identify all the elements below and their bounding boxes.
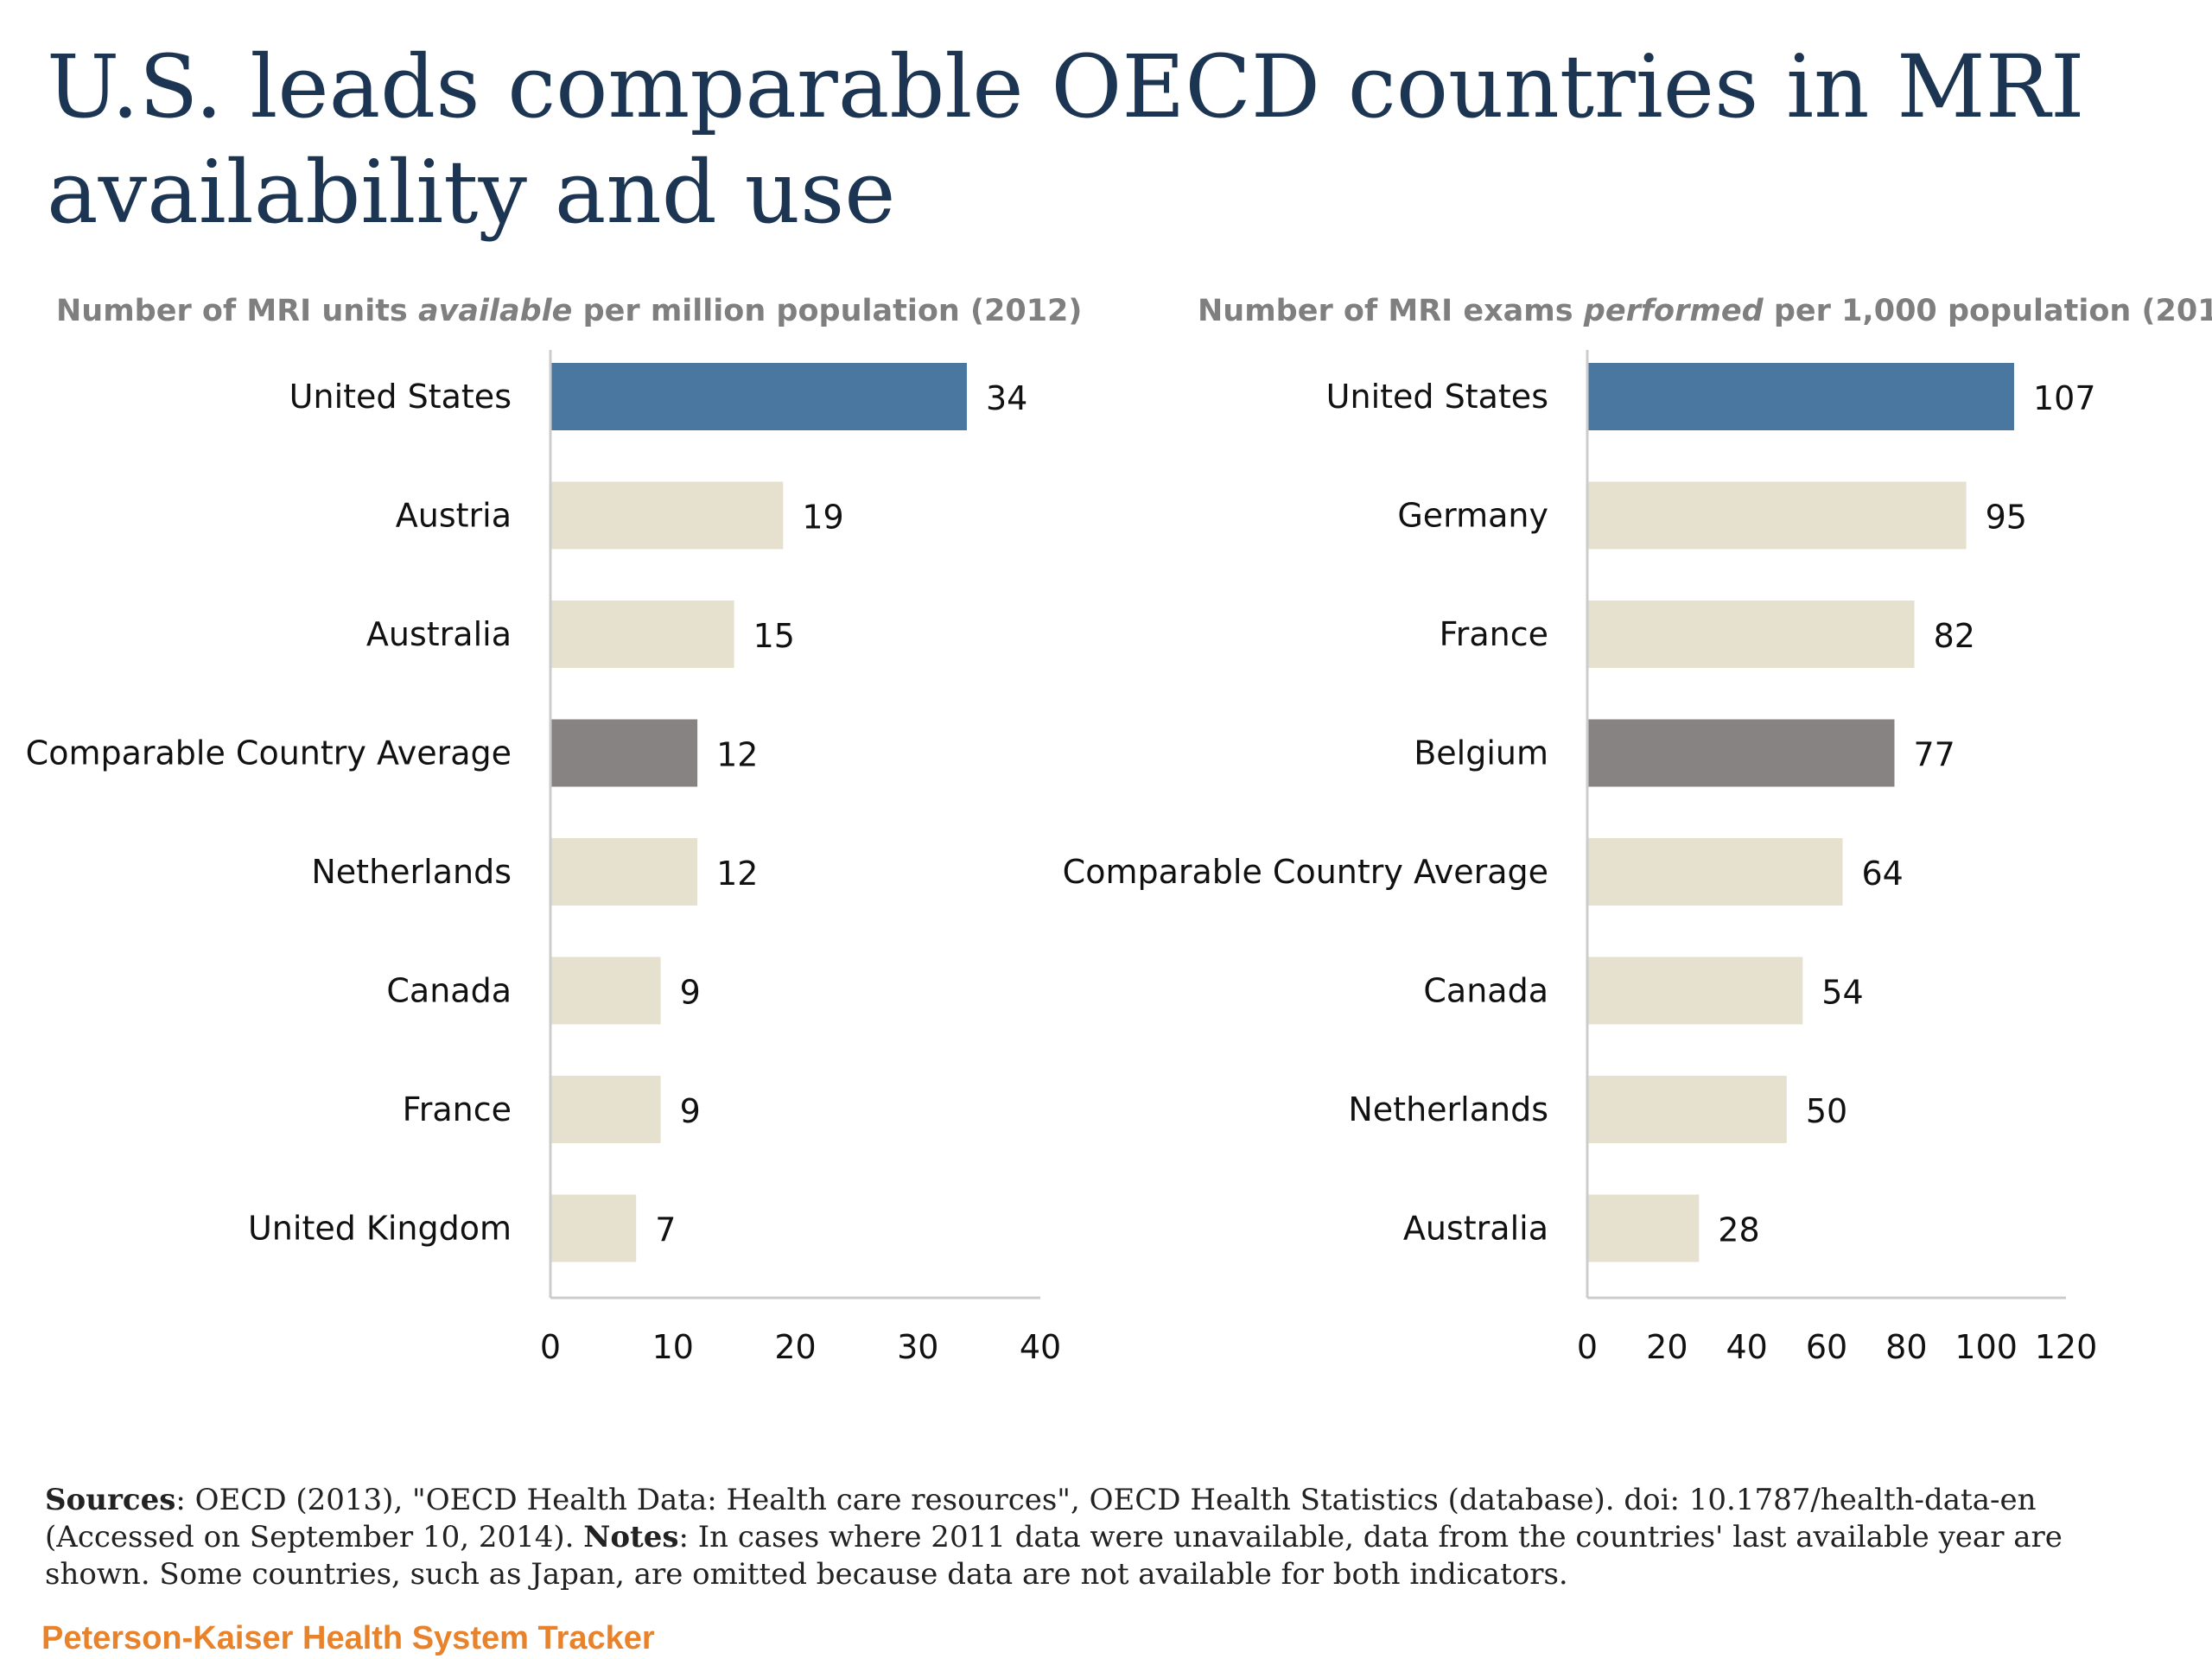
- data-label: 107: [2033, 379, 2096, 417]
- x-tick-label: 20: [1646, 1328, 1688, 1366]
- category-label: Canada: [1423, 972, 1548, 1010]
- x-tick-label: 60: [1806, 1328, 1847, 1366]
- x-tick-label: 40: [1726, 1328, 1767, 1366]
- subtitle-part: Number of MRI units: [56, 294, 418, 328]
- data-label: 9: [680, 974, 701, 1012]
- data-label: 9: [680, 1092, 701, 1130]
- category-label: Australia: [1403, 1210, 1548, 1248]
- data-label: 7: [655, 1211, 676, 1249]
- bar: [550, 957, 661, 1025]
- bar: [1587, 957, 1803, 1025]
- category-label: Austria: [396, 497, 512, 535]
- data-label: 95: [1986, 499, 2027, 537]
- category-label: France: [1440, 615, 1548, 653]
- bar: [550, 838, 698, 906]
- chart-mri-exams-performed: Number of MRI exams performed per 1,000 …: [1037, 294, 2212, 1417]
- sources-text: : OECD (2013), "OECD Health Data: Health…: [45, 1483, 2037, 1554]
- notes-label: Notes: [583, 1520, 679, 1554]
- data-label: 12: [716, 855, 758, 893]
- bar: [1587, 1076, 1787, 1143]
- category-label: France: [403, 1090, 512, 1128]
- bar: [1587, 719, 1895, 787]
- x-tick-label: 10: [652, 1328, 694, 1366]
- category-label: Australia: [366, 615, 512, 653]
- category-label: Belgium: [1414, 734, 1548, 772]
- data-label: 28: [1718, 1211, 1759, 1249]
- chart-subtitle: Number of MRI exams performed per 1,000 …: [1198, 294, 2212, 328]
- x-tick-label: 20: [774, 1328, 816, 1366]
- data-label: 77: [1913, 736, 1955, 774]
- subtitle-emphasis: available: [417, 294, 573, 328]
- subtitle-part: per 1,000 population (2013): [1763, 294, 2212, 328]
- subtitle-part: Number of MRI exams: [1198, 294, 1584, 328]
- category-label: Netherlands: [1348, 1090, 1548, 1128]
- category-label: United States: [289, 378, 512, 416]
- data-label: 34: [986, 379, 1027, 417]
- data-label: 64: [1861, 855, 1903, 893]
- x-tick-label: 100: [1955, 1328, 2018, 1366]
- chart-subtitle: Number of MRI units available per millio…: [56, 294, 1082, 328]
- x-tick-label: 80: [1885, 1328, 1927, 1366]
- x-tick-label: 0: [540, 1328, 561, 1366]
- data-label: 50: [1806, 1092, 1847, 1130]
- page-title: U.S. leads comparable OECD countries in …: [47, 36, 2085, 243]
- category-label: United Kingdom: [248, 1210, 512, 1248]
- subtitle-part: per million population (2012): [572, 294, 1083, 328]
- data-label: 15: [753, 617, 795, 655]
- bar: [1587, 481, 1967, 550]
- bar: [1587, 363, 2014, 430]
- bar: [1587, 1194, 1700, 1262]
- chart-mri-units-available: Number of MRI units available per millio…: [0, 294, 1106, 1417]
- bar: [1587, 838, 1843, 906]
- bar: [550, 481, 784, 550]
- category-label: Comparable Country Average: [1063, 853, 1548, 891]
- bar: [550, 1194, 637, 1262]
- data-label: 82: [1934, 617, 1975, 655]
- bar: [550, 1076, 661, 1143]
- data-label: 54: [1821, 974, 1863, 1012]
- bar-plot: United States 107 Germany 95 France 82 Belgium…: [1063, 350, 2098, 1366]
- data-label: 12: [716, 736, 758, 774]
- x-tick-label: 0: [1577, 1328, 1598, 1366]
- bar: [1587, 601, 1915, 668]
- bar: [550, 601, 734, 668]
- subtitle-emphasis: performed: [1583, 294, 1764, 328]
- notes-text: : In cases where 2011 data were unavaila…: [45, 1520, 2063, 1592]
- bar: [550, 363, 967, 430]
- x-tick-label: 120: [2035, 1328, 2098, 1366]
- x-tick-label: 30: [897, 1328, 938, 1366]
- x-tick-label: 40: [1020, 1328, 1061, 1366]
- category-label: Germany: [1397, 497, 1548, 535]
- sources-notes: Sources: OECD (2013), "OECD Health Data:…: [45, 1482, 2153, 1593]
- bar: [550, 719, 698, 787]
- sources-label: Sources: [45, 1483, 176, 1517]
- data-label: 19: [802, 499, 843, 537]
- brand-footer: Peterson-Kaiser Health System Tracker: [41, 1620, 655, 1656]
- bar-plot: United States 34 Austria 19 Australia 15 Compa…: [26, 350, 1061, 1366]
- category-label: Netherlands: [311, 853, 512, 891]
- category-label: Comparable Country Average: [26, 734, 512, 772]
- category-label: United States: [1326, 378, 1548, 416]
- category-label: Canada: [386, 972, 512, 1010]
